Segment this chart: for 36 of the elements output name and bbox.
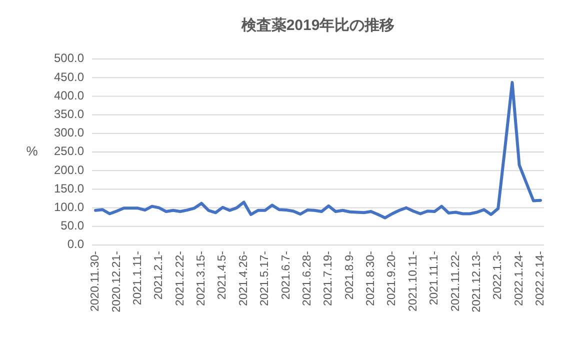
x-tick-label: 2021.4.26- <box>238 250 250 306</box>
y-axis-title: % <box>26 143 38 158</box>
y-tick-label: 0.0 <box>67 237 84 252</box>
chart-title: 検査薬2019年比の推移 <box>240 17 395 34</box>
x-tick-label: 2021.10.11- <box>407 250 420 312</box>
x-tick-label: 2021.4.5- <box>216 250 229 300</box>
x-tick-label: 2020.12.21- <box>110 250 123 312</box>
x-tick-label: 2021.5.17- <box>259 250 272 306</box>
x-tick-label: 2022.2.14- <box>534 250 546 306</box>
x-tick-label: 2021.12.13- <box>470 250 483 312</box>
y-tick-label: 500.0 <box>54 51 84 66</box>
x-tick-label: 2021.7.19- <box>322 250 335 306</box>
x-tick-label: 2021.6.7- <box>280 250 292 300</box>
y-tick-label: 450.0 <box>54 70 84 84</box>
y-tick-label: 400.0 <box>54 88 84 102</box>
x-tick-label: 2022.1.3- <box>492 250 504 300</box>
x-tick-label: 2021.8.9- <box>344 250 356 300</box>
x-tick-label: 2021.11.22- <box>450 250 462 312</box>
x-tick-label: 2021.2.22- <box>174 250 186 306</box>
y-tick-label: 50.0 <box>60 218 84 233</box>
y-tick-label: 200.0 <box>54 162 84 177</box>
x-tick-label: 2021.9.20- <box>386 250 398 306</box>
y-tick-label: 300.0 <box>54 126 84 140</box>
y-tick-label: 250.0 <box>54 144 84 158</box>
line-series <box>94 80 542 220</box>
x-tick-label: 2021.8.30- <box>365 250 377 306</box>
y-tick-label: 100.0 <box>54 200 84 214</box>
x-tick-label: 2022.1.24- <box>513 250 526 306</box>
y-tick-label: 350.0 <box>54 106 84 121</box>
x-tick-label: 2021.1.11- <box>132 250 144 306</box>
x-tick-label: 2021.11.1- <box>428 250 441 306</box>
y-tick-label: 150.0 <box>54 181 84 196</box>
x-tick-label: 2021.6.28- <box>301 250 314 306</box>
x-tick-label: 2021.2.1- <box>153 250 166 300</box>
x-tick-label: 2020.11.30- <box>90 250 102 312</box>
x-tick-label: 2021.3.15- <box>196 250 208 306</box>
